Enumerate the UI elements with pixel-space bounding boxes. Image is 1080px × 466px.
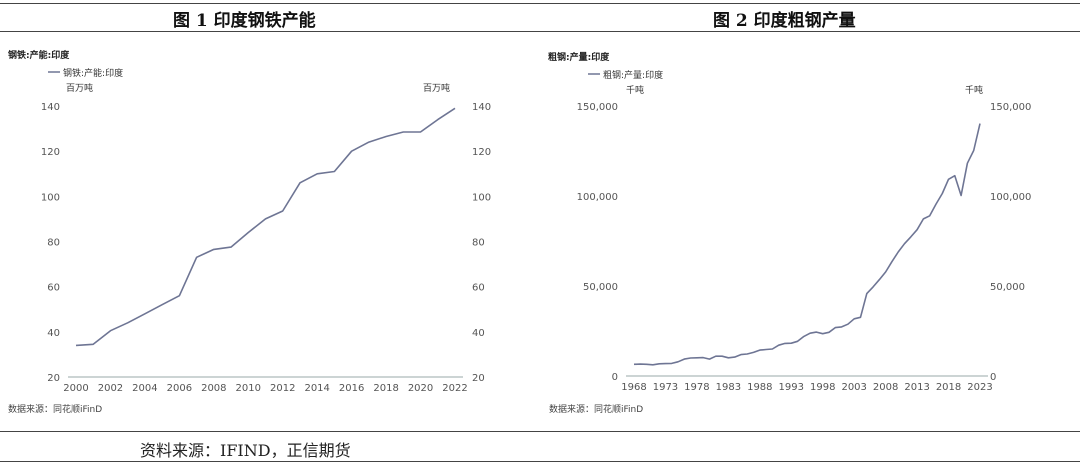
figure-2-title: 图 2 印度粗钢产量 [713, 11, 856, 31]
chart1-y-tick-right: 100 [472, 192, 491, 203]
footer-top-rule [0, 431, 1080, 432]
chart2-x-tick: 1993 [779, 382, 804, 393]
chart2-y-tick-left: 100,000 [577, 192, 618, 203]
chart2-x-tick: 2003 [841, 382, 866, 393]
chart2-legend-label: 粗钢:产量:印度 [603, 69, 663, 81]
chart1-y-tick-left: 100 [41, 192, 60, 203]
chart1-y-tick-right: 140 [472, 102, 491, 113]
chart2-x-tick: 1978 [684, 382, 709, 393]
chart1-x-tick: 2018 [373, 383, 398, 394]
chart2-x-tick: 1983 [716, 382, 741, 393]
chart2-source: 数据来源：同花顺iFinD [549, 403, 643, 415]
chart2-x-tick: 1968 [621, 382, 646, 393]
chart1-y-tick-right: 40 [472, 328, 485, 339]
chart2-y-tick-right: 150,000 [990, 102, 1031, 113]
chart2-left-unit: 千吨 [626, 84, 644, 96]
chart1-right-unit: 百万吨 [423, 82, 450, 94]
chart2-x-tick: 1973 [653, 382, 678, 393]
chart2-x-tick: 1998 [810, 382, 835, 393]
chart2-series-line [633, 123, 981, 366]
top-rule [0, 3, 1080, 4]
chart2-y-tick-left: 0 [612, 372, 618, 383]
footer-source: 资料来源：IFIND，正信期货 [140, 441, 351, 460]
chart1-y-tick-left: 40 [47, 328, 60, 339]
chart1-left-unit: 百万吨 [66, 82, 93, 94]
chart2-y-tick-left: 150,000 [577, 102, 618, 113]
chart1-y-tick-left: 20 [47, 373, 60, 384]
chart1-x-tick: 2000 [63, 383, 88, 394]
chart2-x-tick: 2018 [936, 382, 961, 393]
chart1-y-tick-right: 80 [472, 238, 485, 249]
chart2-x-tick: 1988 [747, 382, 772, 393]
chart1-legend-label: 钢铁:产能:印度 [63, 67, 123, 79]
chart2-x-tick: 2013 [904, 382, 929, 393]
chart2-right-unit: 千吨 [965, 84, 983, 96]
chart2-y-tick-left: 50,000 [583, 282, 618, 293]
chart1-y-tick-left: 80 [47, 238, 60, 249]
chart1-x-tick: 2022 [442, 383, 467, 394]
chart1-x-tick: 2010 [236, 383, 261, 394]
chart1-title: 钢铁:产能:印度 [8, 49, 70, 61]
figure-1-title: 图 1 印度钢铁产能 [173, 11, 316, 31]
chart1-y-tick-right: 60 [472, 283, 485, 294]
chart1-x-tick: 2006 [167, 383, 192, 394]
chart1-y-tick-right: 120 [472, 147, 491, 158]
chart1-x-tick: 2002 [98, 383, 123, 394]
chart1-x-tick: 2012 [270, 383, 295, 394]
chart1-x-tick: 2016 [339, 383, 364, 394]
chart1-x-tick: 2008 [201, 383, 226, 394]
chart1-y-tick-right: 20 [472, 373, 485, 384]
chart1-x-tick: 2020 [408, 383, 433, 394]
chart2-y-tick-right: 50,000 [990, 282, 1025, 293]
footer-bottom-rule [0, 461, 1080, 462]
title-rule [0, 31, 1080, 32]
chart1-x-tick: 2004 [132, 383, 157, 394]
chart1-y-tick-left: 120 [41, 147, 60, 158]
chart1-y-tick-left: 60 [47, 283, 60, 294]
chart2-y-tick-right: 0 [990, 372, 996, 383]
chart2-title: 粗钢:产量:印度 [548, 51, 610, 63]
chart2-x-tick: 2008 [873, 382, 898, 393]
chart2-x-tick: 2023 [967, 382, 992, 393]
chart1-source: 数据来源：同花顺iFinD [8, 403, 102, 415]
chart1-series-line [75, 107, 456, 347]
chart1-y-tick-left: 140 [41, 102, 60, 113]
chart2-y-tick-right: 100,000 [990, 192, 1031, 203]
chart1-x-tick: 2014 [304, 383, 329, 394]
